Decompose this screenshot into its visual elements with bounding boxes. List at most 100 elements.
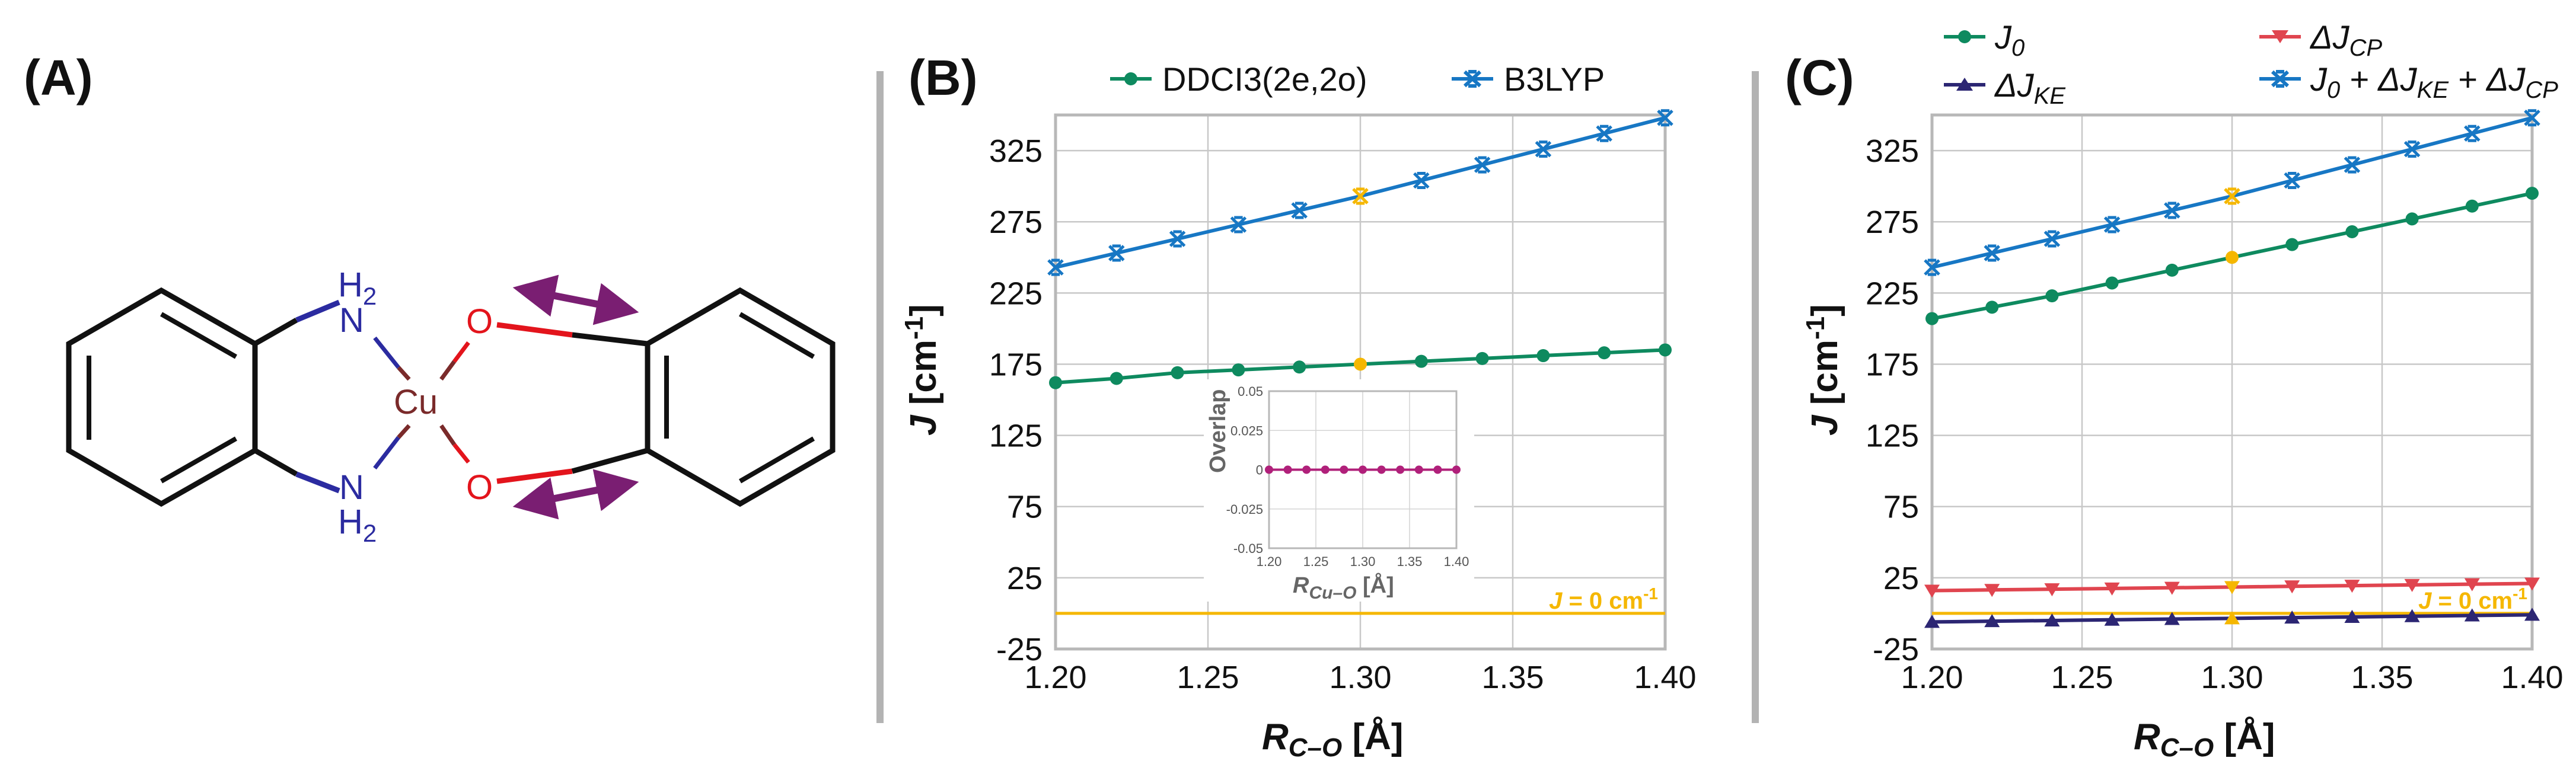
legend-label-ddci3: DDCI3(2e,2o) — [1162, 60, 1367, 98]
inset-overlap: 1.20 1.25 1.30 1.35 1.40 0.05 0.025 0 -0.025 -0.0… — [1204, 379, 1474, 602]
legend-c: J0 ΔJCP ΔJKE J0 + ΔJKE + ΔJCP — [1944, 18, 2558, 109]
legend-label-b3lyp: B3LYP — [1504, 60, 1605, 98]
data-point-sum — [2103, 216, 2121, 234]
c-n-bond-bottom — [295, 471, 340, 494]
svg-text:RCu–O [Å]: RCu–O [Å] — [1293, 572, 1394, 603]
molecule-structure: H2 N N H2 Cu O O — [66, 266, 836, 547]
left-ring-inner-bond — [160, 436, 237, 484]
legend-marker-ddci3 — [1124, 72, 1137, 85]
x-tick-label: 1.20 — [1024, 660, 1086, 695]
x-tick-label: 1.25 — [2051, 660, 2113, 695]
data-point-j0 — [2345, 225, 2359, 239]
panel-label-c: (C) — [1785, 50, 1854, 105]
data-point-djcp — [2104, 582, 2120, 596]
legend-label-sum: J0 + ΔJKE + ΔJCP — [2310, 60, 2558, 103]
data-point-sum — [2403, 140, 2421, 158]
data-point-ddci3 — [1598, 346, 1611, 360]
data-point-djcp — [2044, 583, 2060, 597]
x-tick-label: 1.35 — [1481, 660, 1544, 695]
inset-x-title: RCu–O [Å] — [1293, 572, 1394, 603]
data-point-sum — [2464, 124, 2481, 142]
x-tick-label: 1.40 — [1634, 660, 1696, 695]
inset-data-point — [1414, 465, 1423, 474]
n-cu-bond-top — [373, 336, 400, 369]
data-point-b3lyp — [1413, 172, 1430, 190]
data-point-j0 — [2045, 289, 2059, 303]
x-tick-label: 1.25 — [1177, 660, 1239, 695]
c-n-bond-bottom — [253, 448, 298, 477]
data-point-j0 — [2285, 238, 2299, 251]
data-point-j0 — [2526, 187, 2539, 200]
data-point-ddci3 — [1293, 360, 1306, 374]
data-point-djke — [1984, 614, 2000, 628]
right-ring-inner-bond — [738, 312, 815, 359]
data-point-djcp — [2524, 577, 2540, 591]
data-point-b3lyp — [1291, 202, 1308, 219]
c-n-bond-top — [253, 318, 298, 346]
data-point-sum — [1984, 244, 2000, 262]
data-point-j0 — [2165, 263, 2179, 277]
x-tick-label: 1.40 — [2501, 660, 2563, 695]
data-point-sum — [2524, 109, 2540, 127]
legend-label-djcp: ΔJCP — [2309, 18, 2382, 61]
data-point-djcp — [2224, 581, 2240, 594]
x-tick-label: 1.30 — [1329, 660, 1391, 695]
o-c-bond-bottom — [496, 468, 573, 484]
inset-y-tick-label: -0.025 — [1226, 502, 1263, 517]
data-point-djke — [2524, 607, 2540, 621]
panel-divider — [1752, 71, 1759, 723]
data-point-j0 — [1925, 312, 1939, 325]
left-benzene-ring — [66, 287, 258, 507]
inset-data-point — [1302, 465, 1311, 474]
inset-x-tick-label: 1.30 — [1350, 554, 1376, 569]
data-point-ddci3 — [1354, 357, 1367, 371]
data-point-ddci3 — [1536, 349, 1550, 363]
inset-y-tick-label: -0.05 — [1233, 541, 1263, 556]
inset-x-tick-label: 1.20 — [1257, 554, 1282, 569]
cu-o-bond-top — [452, 341, 470, 363]
double-arrow-icon — [512, 274, 639, 325]
inset-data-point — [1283, 465, 1292, 474]
inset-y-tick-label: 0 — [1256, 463, 1263, 478]
svg-text:J [cm-1]: J [cm-1] — [1801, 304, 1845, 436]
svg-text:J [cm-1]: J [cm-1] — [900, 304, 944, 436]
y-tick-label: 75 — [1007, 490, 1042, 525]
data-point-djke — [2164, 612, 2180, 625]
plot-area-c: 1.20 1.25 1.30 1.35 1.40 -25 25 75 125 175 225 275 3… — [1866, 109, 2564, 695]
zero-line-label: J = 0 cm-1 — [1549, 584, 1658, 614]
atom-cu: Cu — [394, 383, 438, 421]
data-point-b3lyp — [1535, 140, 1552, 158]
left-ring-inner-bond — [160, 312, 237, 359]
data-point-j0 — [2105, 276, 2119, 290]
n-cu-bond-bottom — [397, 424, 411, 439]
svg-text:RC–O [Å]: RC–O [Å] — [2134, 717, 2275, 762]
atom-n-top-h: H2 — [338, 266, 377, 310]
data-point-j0 — [1985, 300, 1999, 314]
data-point-djke — [2344, 609, 2360, 623]
legend-b: DDCI3(2e,2o) B3LYP — [1110, 60, 1605, 98]
legend-marker-sum — [2271, 70, 2290, 88]
inset-background — [1204, 379, 1474, 602]
data-point-djke — [2284, 610, 2300, 624]
cu-o-bond-bottom — [439, 424, 456, 446]
data-point-ddci3 — [1049, 376, 1062, 389]
data-point-sum — [2224, 187, 2240, 205]
y-tick-label: 225 — [989, 276, 1042, 311]
inset-x-tick-label: 1.35 — [1397, 554, 1423, 569]
inset-data-point — [1396, 465, 1405, 474]
data-point-djke — [2044, 613, 2060, 626]
data-point-djcp — [2464, 578, 2480, 591]
inset-data-point — [1321, 465, 1330, 474]
data-point-b3lyp — [1352, 187, 1369, 205]
n-cu-bond-bottom — [373, 436, 400, 470]
data-point-djcp — [2164, 581, 2180, 595]
legend-marker-j0 — [1958, 30, 1971, 43]
data-point-ddci3 — [1110, 372, 1123, 385]
data-point-djke — [2404, 609, 2420, 622]
plot-frame — [1930, 113, 2534, 651]
panel-label-a: (A) — [24, 50, 93, 105]
data-point-djke — [2224, 611, 2240, 625]
data-point-djke — [1924, 615, 1940, 628]
y-tick-label: 175 — [989, 347, 1042, 382]
